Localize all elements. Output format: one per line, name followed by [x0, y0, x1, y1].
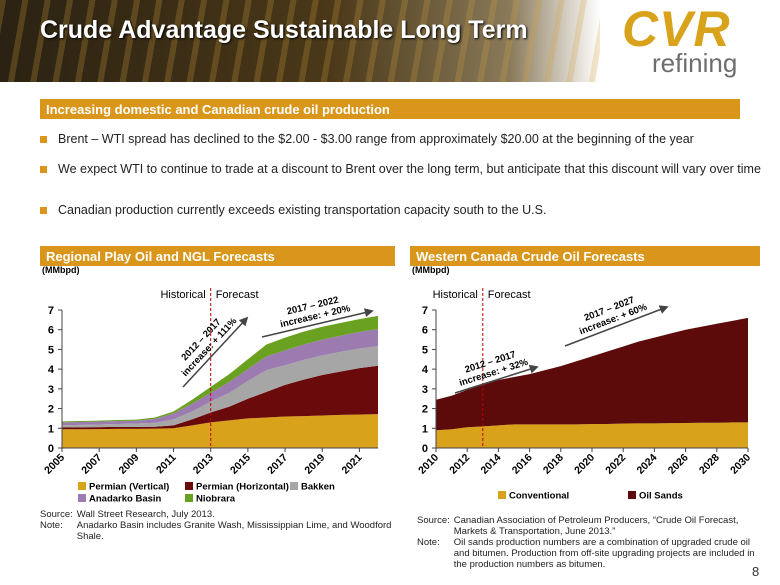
- legend-label: Bakken: [301, 482, 335, 493]
- area: [62, 315, 378, 423]
- y-tick-label: 5: [422, 344, 428, 356]
- legend-swatch: [185, 482, 193, 490]
- source-notes: Source: Canadian Association of Petroleum…: [417, 515, 762, 570]
- source-label: Source:: [40, 509, 73, 520]
- legend-label: Anadarko Basin: [89, 494, 162, 505]
- bullet: Brent – WTI spread has declined to the $…: [40, 131, 768, 148]
- area: [62, 414, 378, 448]
- x-tick-label: 2018: [541, 452, 566, 477]
- y-tick-label: 1: [422, 423, 428, 435]
- x-tick-label: 2019: [302, 452, 327, 477]
- y-tick-label: 3: [48, 384, 54, 396]
- y-axis-label: (MMbpd): [42, 265, 79, 275]
- x-tick-label: 2020: [572, 452, 597, 477]
- note-text: Anadarko Basin includes Granite Wash, Mi…: [76, 520, 392, 542]
- x-tick-label: 2030: [728, 452, 753, 477]
- note-text: Oil sands production numbers are a combi…: [453, 537, 755, 570]
- y-tick-label: 0: [422, 443, 428, 455]
- x-tick-label: 2005: [42, 452, 67, 477]
- source-label: Source:: [417, 515, 450, 526]
- period-label: Historical: [433, 289, 478, 301]
- y-tick-label: 0: [48, 443, 54, 455]
- y-tick-label: 4: [48, 364, 55, 376]
- period-label: Forecast: [488, 289, 531, 301]
- slide-title: Crude Advantage Sustainable Long Term: [40, 16, 528, 44]
- page-number: 8: [752, 564, 760, 579]
- legend-label: Niobrara: [196, 494, 236, 505]
- x-tick-label: 2012: [447, 452, 472, 477]
- y-tick-label: 5: [48, 344, 54, 356]
- legend-label: Permian (Vertical): [89, 482, 169, 493]
- period-label: Forecast: [216, 289, 259, 301]
- logo-sub: refining: [652, 48, 738, 78]
- area: [62, 346, 378, 428]
- legend-swatch: [628, 491, 636, 499]
- chart-heading: Regional Play Oil and NGL Forecasts: [40, 246, 395, 266]
- y-tick-label: 7: [48, 305, 54, 317]
- x-tick-label: 2009: [116, 452, 141, 477]
- logo-main: CVR: [622, 1, 731, 57]
- growth-arrow: [261, 308, 374, 338]
- y-tick-label: 1: [48, 423, 54, 435]
- source-text: Wall Street Research, July 2013.: [76, 509, 215, 520]
- legend-swatch: [498, 491, 506, 499]
- y-tick-label: 2: [48, 404, 54, 416]
- legend-label: Oil Sands: [639, 491, 683, 502]
- growth-arrow: [564, 305, 669, 347]
- x-tick-label: 2014: [479, 452, 504, 477]
- y-tick-label: 3: [422, 384, 428, 396]
- y-tick-label: 6: [422, 325, 428, 337]
- x-tick-label: 2007: [79, 452, 104, 477]
- source-notes: Source: Wall Street Research, July 2013. …: [40, 509, 400, 542]
- x-tick-label: 2016: [510, 452, 535, 477]
- growth-arrow: [182, 316, 249, 388]
- area: [436, 317, 748, 431]
- note-label: Note:: [40, 520, 63, 531]
- bullet: We expect WTI to continue to trade at a …: [40, 161, 768, 178]
- legend-swatch: [78, 482, 86, 490]
- x-tick-label: 2013: [191, 452, 216, 477]
- x-tick-label: 2017: [265, 452, 290, 477]
- y-tick-label: 4: [422, 364, 429, 376]
- y-tick-label: 7: [422, 305, 428, 317]
- x-tick-label: 2024: [635, 452, 660, 477]
- x-tick-label: 2011: [154, 452, 179, 477]
- legend-swatch: [185, 494, 193, 502]
- chart-heading: Western Canada Crude Oil Forecasts: [410, 246, 760, 266]
- bullet: Canadian production currently exceeds ex…: [40, 202, 768, 219]
- legend-swatch: [78, 494, 86, 502]
- area: [62, 329, 378, 426]
- y-tick-label: 6: [48, 325, 54, 337]
- legend-label: Conventional: [509, 491, 569, 502]
- area: [436, 422, 748, 448]
- x-tick-label: 2022: [603, 452, 628, 477]
- x-tick-label: 2028: [697, 452, 722, 477]
- y-axis-label: (MMbpd): [412, 265, 449, 275]
- legend-swatch: [290, 482, 298, 490]
- x-tick-label: 2015: [228, 452, 253, 477]
- source-text: Canadian Association of Petroleum Produc…: [453, 515, 739, 537]
- section-heading: Increasing domestic and Canadian crude o…: [40, 99, 740, 119]
- note-label: Note:: [417, 537, 440, 548]
- x-tick-label: 2021: [340, 452, 365, 477]
- title-banner: [0, 0, 600, 82]
- x-tick-label: 2010: [416, 452, 441, 477]
- legend-label: Permian (Horizontal): [196, 482, 289, 493]
- y-tick-label: 2: [422, 404, 428, 416]
- area: [62, 365, 378, 430]
- growth-arrow: [454, 364, 539, 394]
- period-label: Historical: [160, 289, 205, 301]
- x-tick-label: 2026: [666, 452, 691, 477]
